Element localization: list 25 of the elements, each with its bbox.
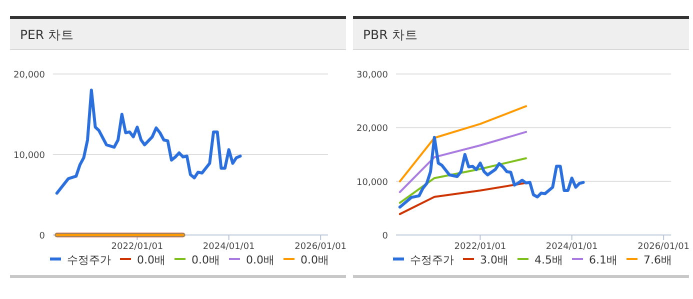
legend-label: 수정주가: [410, 254, 454, 266]
y-tick-label: 20,000: [14, 70, 46, 80]
legend-label: 4.5배: [534, 254, 563, 266]
x-tick-label: 2026/01/01: [294, 242, 347, 252]
x-tick-label: 2024/01/01: [202, 242, 255, 252]
legend-label: 6.1배: [589, 254, 618, 266]
legend-label: 0.0배: [192, 254, 220, 266]
legend-label: 0.0배: [137, 254, 166, 266]
legend-label: 0.0배: [246, 254, 274, 266]
x-tick-label: 2022/01/01: [111, 242, 164, 252]
chart-title: PER 차트: [20, 27, 74, 42]
legend-label: 7.6배: [644, 254, 672, 266]
y-tick-label: 10,000: [14, 151, 46, 161]
y-tick-label: 20,000: [356, 124, 388, 134]
y-tick-label: 10,000: [356, 178, 388, 188]
x-tick-label: 2022/01/01: [454, 242, 506, 252]
legend-label: 3.0배: [480, 254, 508, 266]
y-tick-label: 0: [382, 232, 388, 242]
legend-label: 0.0배: [300, 254, 329, 266]
y-tick-label: 30,000: [356, 70, 388, 80]
legend-label: 수정주가: [67, 254, 111, 266]
x-tick-label: 2026/01/01: [638, 242, 690, 252]
x-tick-label: 2024/01/01: [546, 242, 598, 252]
y-tick-label: 0: [39, 232, 46, 242]
chart-title: PBR 차트: [363, 27, 418, 42]
